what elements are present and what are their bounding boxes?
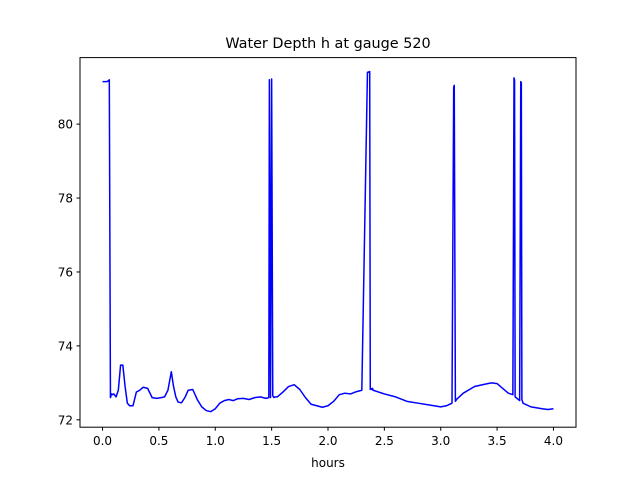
- y-tick-label: 80: [58, 118, 73, 132]
- x-tick-label: 3.0: [431, 434, 450, 448]
- x-tick-label: 0.0: [93, 434, 112, 448]
- plot-area: [102, 70, 554, 413]
- x-tick-label: 4.0: [544, 434, 563, 448]
- series-line-0: [102, 70, 554, 413]
- y-tick-label: 78: [58, 192, 73, 206]
- x-tick-label: 2.5: [375, 434, 394, 448]
- chart-title: Water Depth h at gauge 520: [225, 36, 430, 52]
- x-tick-label: 2.0: [318, 434, 337, 448]
- x-tick-label: 0.5: [149, 434, 168, 448]
- y-tick-label: 72: [58, 413, 73, 427]
- x-tick-label: 1.5: [262, 434, 281, 448]
- x-axis-label: hours: [311, 456, 345, 470]
- y-tick-label: 76: [58, 265, 73, 279]
- y-tick-label: 74: [58, 339, 73, 353]
- x-axis: 0.0 0.5 1.0 1.5 2.0 2.5 3.0 3.5 4.0: [93, 427, 563, 448]
- y-axis: 72 74 76 78 80: [58, 118, 80, 427]
- x-tick-label: 3.5: [488, 434, 507, 448]
- x-tick-label: 1.0: [206, 434, 225, 448]
